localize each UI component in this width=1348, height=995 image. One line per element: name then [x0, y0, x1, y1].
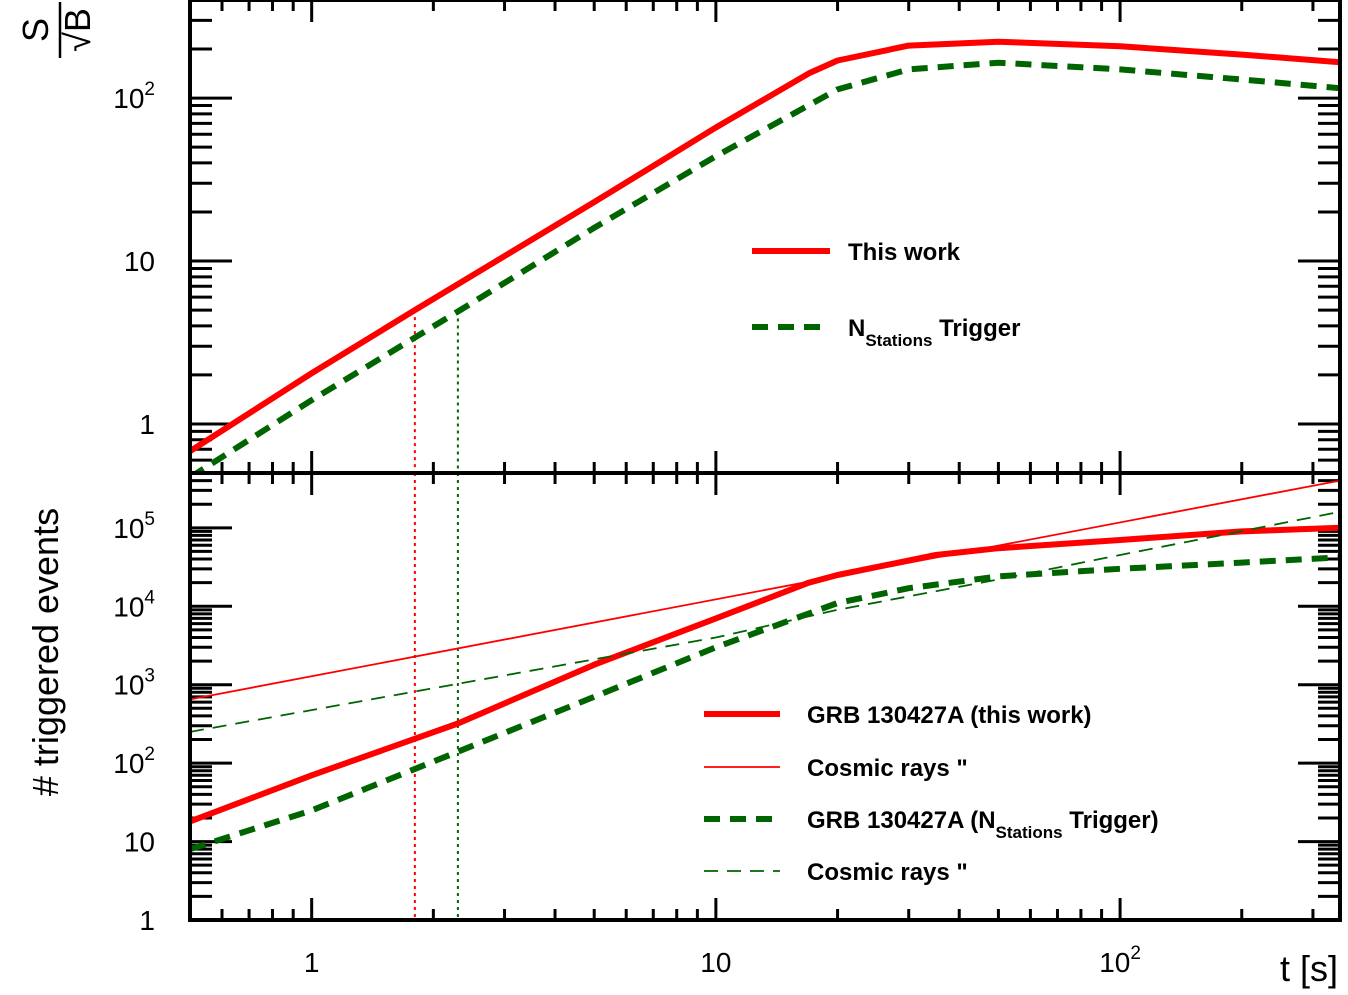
- tick-label-base: 10: [1099, 947, 1130, 978]
- top-series-line-0: [190, 38, 1340, 454]
- bottom-series-line-2: [190, 554, 1340, 853]
- bottom-y-tick-label-3: 103: [113, 666, 155, 701]
- top-y-tick-label-2: 102: [113, 79, 155, 114]
- legend-label-subscript: Stations: [865, 331, 932, 350]
- tick-label-exponent: 5: [144, 509, 155, 530]
- bottom-x-tick-label-0: 1: [304, 947, 320, 978]
- top-legend-label-1: NStations Trigger: [848, 315, 1020, 350]
- bottom-legend-label-1: Cosmic rays ": [807, 755, 968, 782]
- top-y-tick-label-0: 1: [139, 409, 155, 440]
- bottom-y-tick-label-1: 10: [124, 827, 155, 858]
- bottom-legend-label-0: GRB 130427A (this work): [807, 702, 1092, 729]
- tick-label-exponent: 2: [144, 79, 155, 100]
- tick-label-base: 10: [113, 513, 144, 544]
- bottom-plot-frame: [188, 471, 1342, 922]
- tick-label-exponent: 2: [1130, 943, 1141, 964]
- bottom-y-tick-label-5: 105: [113, 509, 155, 544]
- tick-label-base: 10: [113, 748, 144, 779]
- top-legend-label-0: This work: [848, 239, 961, 266]
- tick-label-base: 10: [113, 591, 144, 622]
- bottom-legend-label-3: Cosmic rays ": [807, 859, 968, 886]
- top-y-axis-title: S √B: [15, 2, 98, 58]
- bottom-y-tick-label-4: 104: [113, 587, 155, 622]
- bottom-y-axis-title: # triggered events: [25, 508, 66, 796]
- tick-label-base: 10: [113, 83, 144, 114]
- top-y-tick-label-1: 10: [124, 246, 155, 277]
- tick-label-base: 10: [113, 670, 144, 701]
- top-y-axis-title-numerator: S: [15, 18, 56, 42]
- bottom-x-tick-label-1: 10: [700, 947, 731, 978]
- tick-label-exponent: 3: [144, 666, 155, 687]
- x-axis-title: t [s]: [1280, 948, 1338, 989]
- bottom-legend-label-2: GRB 130427A (NStations Trigger): [807, 807, 1159, 842]
- bottom-y-tick-label-2: 102: [113, 744, 155, 779]
- legend-label-main: GRB 130427A (N: [807, 807, 996, 834]
- bottom-legend: GRB 130427A (this work) Cosmic rays " GRB …: [704, 702, 1159, 886]
- top-legend: This work NStations Trigger: [752, 239, 1020, 350]
- top-series-line-1: [191, 59, 1340, 473]
- top-series-group: [190, 38, 1340, 473]
- top-y-axis-title-denominator: √B: [57, 8, 98, 52]
- bottom-series-line-1: [190, 479, 1340, 701]
- bottom-x-tick-label-2: 102: [1099, 943, 1141, 978]
- bottom-series-line-3: [190, 510, 1340, 733]
- legend-label-rest: Trigger): [1063, 807, 1159, 834]
- bottom-series-group: [190, 479, 1340, 853]
- tick-label-exponent: 4: [144, 587, 155, 608]
- bottom-y-tick-label-0: 1: [139, 905, 155, 936]
- legend-label-subscript: Stations: [996, 823, 1063, 842]
- legend-label-rest: Trigger: [932, 315, 1020, 342]
- tick-label-exponent: 2: [144, 744, 155, 765]
- top-y-ticks: [190, 0, 1340, 475]
- legend-label-main: N: [848, 315, 865, 342]
